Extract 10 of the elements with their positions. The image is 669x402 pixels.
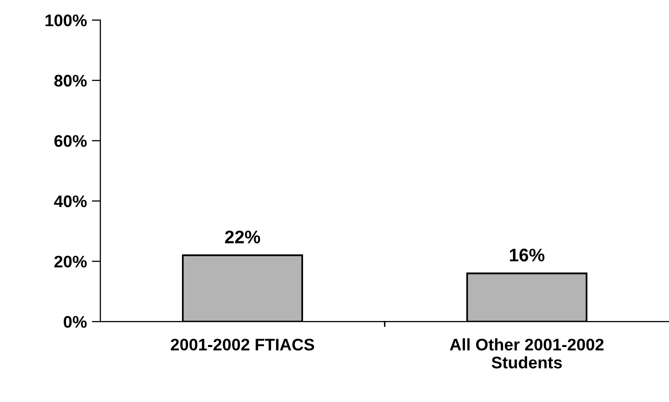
y-tick-label: 0%	[64, 316, 87, 328]
data-label: 16%	[510, 248, 544, 262]
y-tick-label: 40%	[54, 195, 87, 208]
x-tick-label: All Other 2001-2002 Students	[450, 338, 604, 368]
y-tick-label: 100%	[46, 14, 87, 26]
data-label: 22%	[225, 230, 260, 244]
y-tick-label: 80%	[54, 74, 87, 87]
y-tick-label: 60%	[54, 135, 87, 147]
x-tick-label: 2001-2002 FTIACS	[170, 338, 314, 351]
y-tick-label: 20%	[54, 256, 87, 268]
